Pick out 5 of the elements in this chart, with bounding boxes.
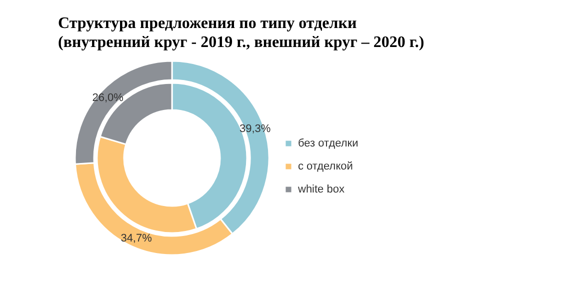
legend-label: white box bbox=[297, 184, 345, 196]
data-label: 34,7% bbox=[120, 232, 152, 244]
legend-label: без отделки bbox=[298, 138, 358, 150]
chart-title: Структура предложения по типу отделки (внутренний круг - 2019 г., внешний круг – 2020 г.) bbox=[58, 15, 424, 51]
legend-label: с отделкой bbox=[298, 160, 353, 172]
